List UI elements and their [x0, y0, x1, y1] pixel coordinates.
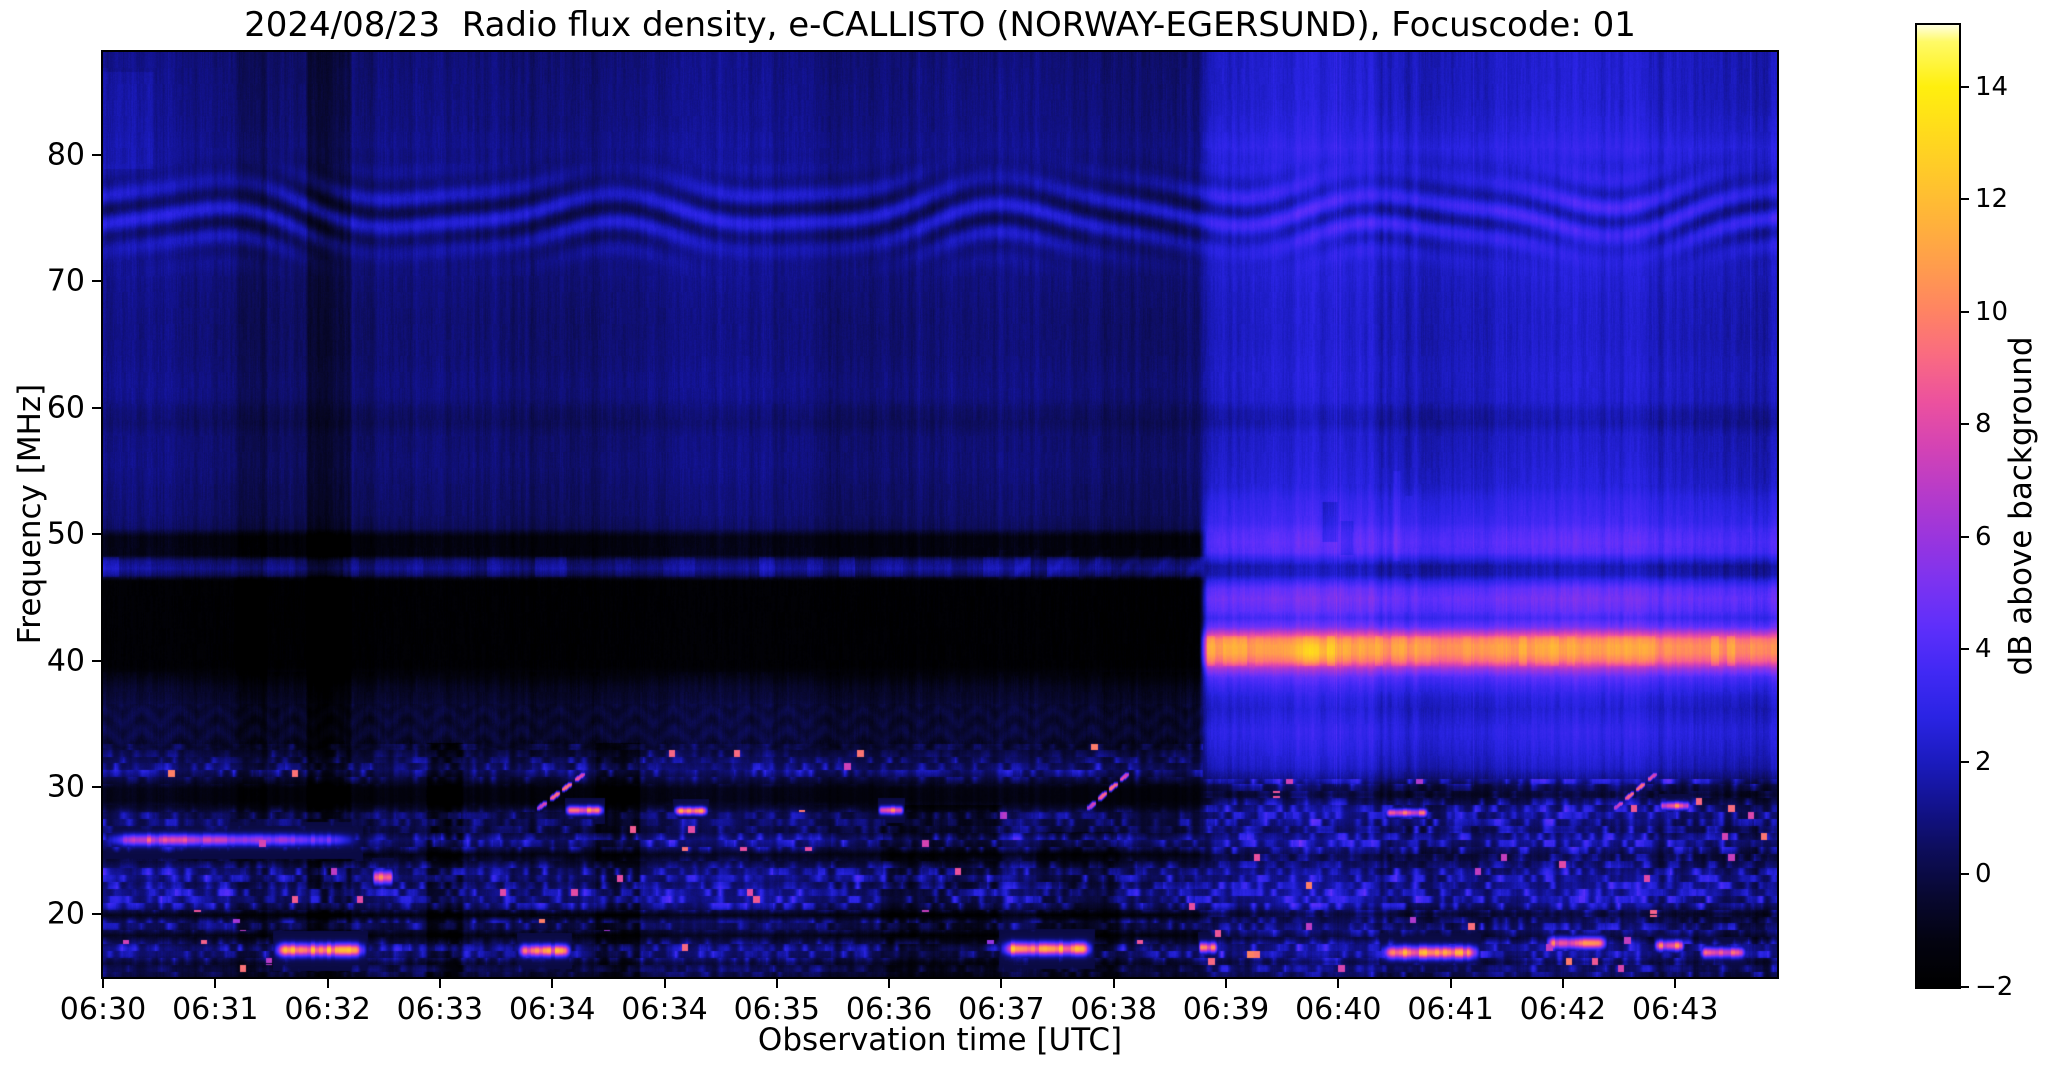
- x-tick-label: 06:42: [1519, 992, 1607, 1027]
- y-tick-label: 60: [46, 390, 85, 426]
- y-tick-label: 50: [46, 516, 85, 552]
- x-tick-label: 06:37: [958, 992, 1045, 1027]
- x-tick-mark: [214, 979, 217, 988]
- colorbar-label: dB above background: [2003, 336, 2039, 676]
- y-tick-label: 20: [46, 896, 85, 932]
- colorbar-tick-mark: [1961, 648, 1969, 651]
- x-tick-mark: [326, 979, 329, 988]
- x-tick-mark: [438, 979, 441, 988]
- x-tick-label: 06:39: [1182, 992, 1270, 1027]
- y-tick-label: 80: [46, 137, 85, 173]
- x-tick-mark: [1674, 979, 1677, 988]
- colorbar-gradient: [1917, 25, 1959, 987]
- x-tick-label: 06:43: [1631, 992, 1719, 1027]
- y-tick-mark: [92, 280, 101, 283]
- colorbar-tick-label: 12: [1975, 184, 2009, 215]
- colorbar-tick-mark: [1961, 423, 1969, 426]
- x-tick-label: 06:31: [172, 992, 259, 1027]
- x-tick-label: 06:38: [1070, 992, 1157, 1027]
- y-tick-mark: [92, 786, 101, 789]
- colorbar-tick-mark: [1961, 535, 1969, 538]
- y-axis-label: Frequency [MHz]: [12, 383, 48, 645]
- colorbar-tick-mark: [1961, 310, 1969, 313]
- y-tick-label: 70: [46, 263, 85, 299]
- x-tick-mark: [1225, 979, 1227, 988]
- colorbar-tick-mark: [1961, 85, 1969, 88]
- x-tick-mark: [1112, 979, 1115, 988]
- y-tick-label: 30: [46, 769, 85, 805]
- x-tick-label: 06:33: [396, 992, 484, 1027]
- y-tick-mark: [92, 913, 101, 915]
- x-tick-mark: [551, 979, 554, 988]
- y-tick-mark: [92, 533, 101, 536]
- x-tick-mark: [1561, 979, 1564, 988]
- colorbar-tick-mark: [1961, 986, 1969, 988]
- x-tick-mark: [1000, 979, 1003, 988]
- x-tick-mark: [1337, 979, 1340, 988]
- x-tick-label: 06:34: [508, 992, 596, 1027]
- y-tick-label: 40: [46, 643, 85, 679]
- x-tick-label: 06:30: [59, 992, 147, 1027]
- chart-title: 2024/08/23 Radio flux density, e-CALLIST…: [244, 5, 1636, 45]
- colorbar-tick-label: 10: [1975, 296, 2009, 327]
- x-tick-mark: [102, 979, 104, 988]
- x-axis-label: Observation time [UTC]: [757, 1022, 1123, 1058]
- x-tick-label: 06:34: [621, 992, 708, 1027]
- spectrogram-canvas: [103, 52, 1777, 977]
- colorbar-tick-label: 6: [1975, 521, 1992, 552]
- x-tick-label: 06:36: [845, 992, 933, 1027]
- x-tick-mark: [775, 979, 778, 988]
- x-tick-mark: [1449, 979, 1452, 988]
- x-tick-label: 06:41: [1407, 992, 1494, 1027]
- colorbar-tick-mark: [1961, 198, 1969, 201]
- x-tick-label: 06:32: [284, 992, 371, 1027]
- colorbar-tick-label: 0: [1975, 859, 1992, 890]
- x-tick-mark: [888, 979, 891, 988]
- colorbar-tick-label: 2: [1975, 746, 1992, 777]
- colorbar-tick-label: 4: [1975, 634, 1992, 665]
- y-tick-mark: [92, 406, 101, 409]
- y-tick-mark: [92, 659, 101, 662]
- colorbar-tick-label: −2: [1975, 972, 2014, 1002]
- colorbar-tick-label: 8: [1975, 409, 1992, 440]
- x-tick-label: 06:40: [1295, 992, 1382, 1027]
- x-tick-mark: [663, 979, 666, 988]
- colorbar-tick-mark: [1961, 873, 1969, 876]
- x-tick-label: 06:35: [733, 992, 821, 1027]
- y-tick-mark: [92, 153, 101, 156]
- colorbar-tick-mark: [1961, 760, 1969, 763]
- colorbar-tick-label: 14: [1975, 71, 2009, 102]
